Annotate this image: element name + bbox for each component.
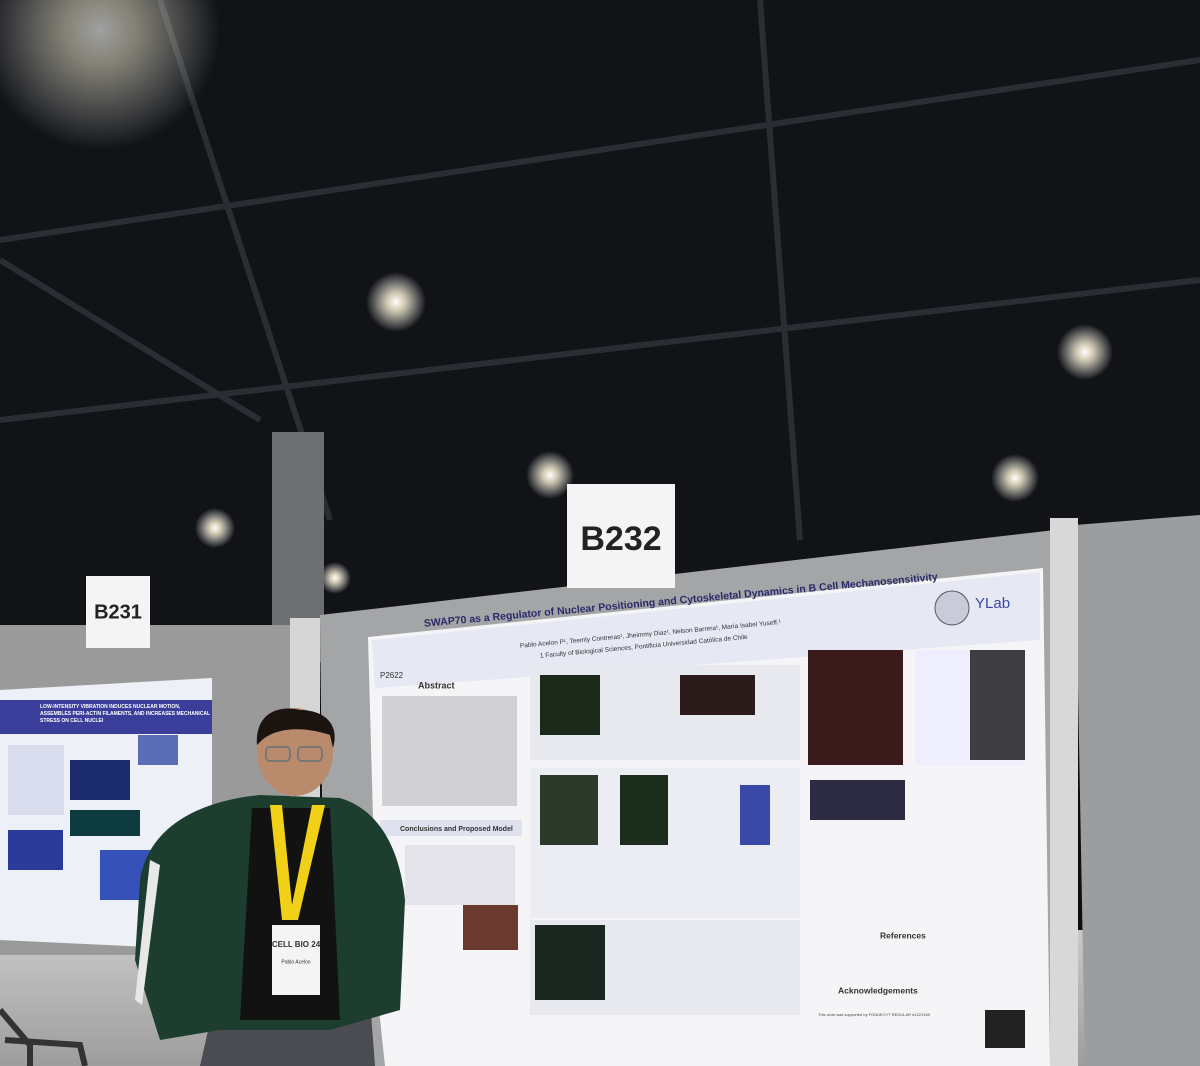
university-logo [934,590,970,626]
sign-label: B231 [94,601,142,623]
poster-header [372,572,1040,688]
sign [567,484,675,588]
lanyard-text: Nikon [310,849,323,873]
badge-event: CELL BIO 24 [272,940,321,949]
poster-code: P2622 [380,671,404,680]
section-band [380,820,522,836]
qr-code [985,1010,1025,1048]
section-heading: References [880,930,926,940]
ceiling-lights [0,0,1113,594]
badge-name: Pablo Acelon [281,959,310,965]
person [135,708,405,1066]
abstract-text [382,696,517,806]
left-poster-header [0,700,212,734]
acknowledgements-text: This work was supported by FONDECYT REGU… [818,1012,930,1017]
board-frame [1050,518,1078,1066]
left-poster-title: LOW-INTENSITY VIBRATION INDUCES NUCLEAR … [40,704,210,724]
lab-logo: YLab [975,595,1010,612]
section-heading: Conclusions and Proposed Model [400,826,513,833]
section-heading: Acknowledgements [838,985,918,995]
poster-figures [405,650,1025,1015]
chair [0,1008,88,1066]
section-heading: Abstract [418,680,455,690]
badge [272,925,320,995]
sign [86,576,150,648]
lanyard [270,805,325,920]
left-poster-title-box: LOW-INTENSITY VIBRATION INDUCES NUCLEAR … [40,704,210,724]
right-board [1075,515,1200,1066]
sign-label: B232 [580,520,661,558]
